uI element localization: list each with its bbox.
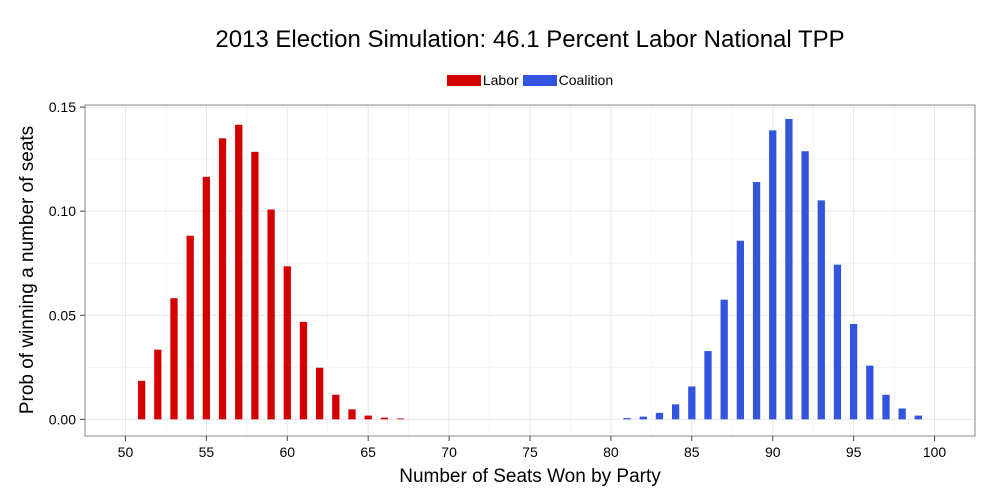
bar-coalition-92 [801,151,809,420]
legend-label-labor: Labor [482,72,519,88]
bar-labor-54 [186,235,194,420]
bar-coalition-98 [898,408,906,420]
bar-coalition-93 [817,200,825,420]
bar-labor-58 [251,151,259,420]
bar-labor-63 [332,394,340,420]
y-axis-label: Prob of winning a number of seats [17,125,38,415]
x-tick-label: 55 [199,444,215,460]
y-tick-label: 0.05 [49,307,76,323]
bar-coalition-91 [785,118,793,420]
bar-labor-62 [315,367,324,420]
x-tick-label: 90 [765,444,781,460]
legend-swatch-coalition [522,74,557,86]
bar-labor-55 [202,176,211,420]
x-tick-label: 50 [118,444,134,460]
legend: Labor Coalition [0,72,1000,88]
bar-coalition-97 [882,394,890,420]
bar-labor-60 [283,266,291,420]
bar-labor-64 [348,409,356,420]
bar-coalition-87 [720,299,728,420]
bar-coalition-99 [914,415,923,420]
x-tick-label: 100 [923,444,947,460]
bar-coalition-86 [704,351,712,420]
bar-labor-51 [137,380,146,420]
chart-title: 2013 Election Simulation: 46.1 Percent L… [215,26,845,53]
legend-item-labor: Labor [446,72,519,88]
bar-labor-66 [380,417,389,420]
bar-coalition-94 [833,264,842,420]
bar-labor-57 [235,124,243,420]
x-tick-label: 95 [846,444,862,460]
bar-labor-67 [396,418,405,420]
bar-labor-61 [299,321,308,420]
x-tick-label: 80 [603,444,619,460]
bar-coalition-89 [752,182,761,420]
y-tick-label: 0.00 [49,411,76,427]
bar-labor-59 [267,209,275,420]
bar-labor-53 [170,298,178,420]
x-tick-label: 65 [360,444,376,460]
bar-coalition-81 [623,418,631,420]
bar-coalition-88 [736,240,745,420]
bar-coalition-83 [655,412,664,420]
bar-labor-65 [364,415,372,420]
x-axis-label: Number of Seats Won by Party [399,466,661,487]
bar-coalition-96 [866,365,874,420]
bar-coalition-95 [849,324,858,420]
bar-coalition-84 [671,404,680,420]
bar-coalition-90 [769,130,777,420]
x-tick-label: 60 [279,444,295,460]
x-tick-label: 70 [441,444,457,460]
bar-coalition-82 [639,416,647,420]
bar-labor-56 [218,138,227,420]
x-tick-label: 85 [684,444,700,460]
legend-item-coalition: Coalition [522,72,614,88]
legend-label-coalition: Coalition [558,72,614,88]
y-tick-label: 0.15 [49,99,76,115]
bar-labor-52 [154,349,162,420]
legend-swatch-labor [446,74,481,86]
bar-coalition-85 [688,386,696,420]
x-tick-label: 75 [522,444,538,460]
y-tick-label: 0.10 [49,203,76,219]
